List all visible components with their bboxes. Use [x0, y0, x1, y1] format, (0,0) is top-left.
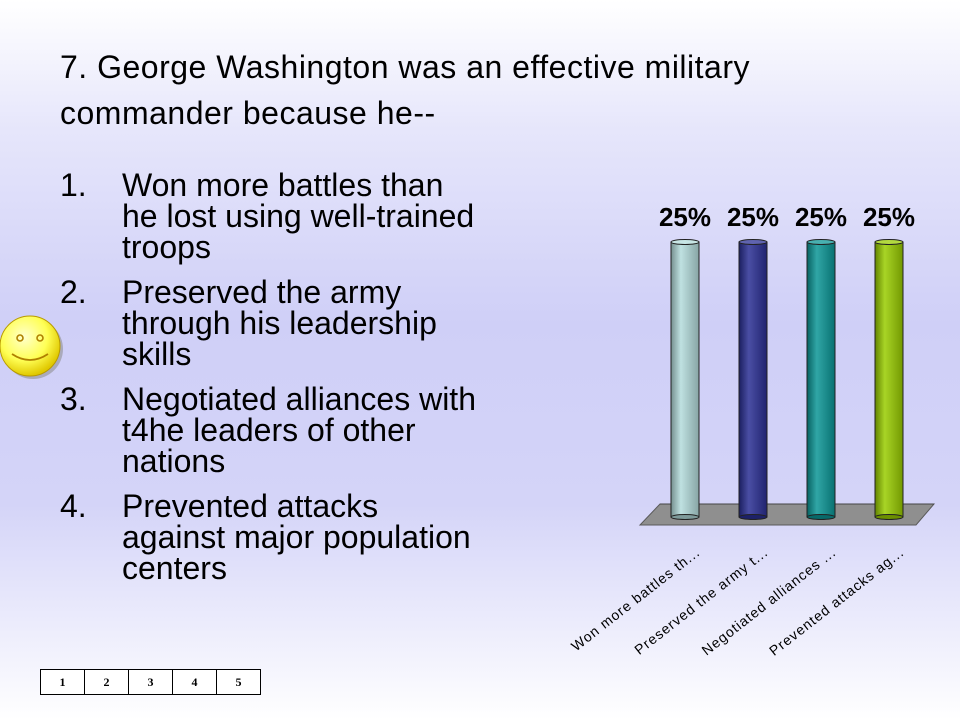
keypad-key-4[interactable]: 4 [173, 670, 217, 694]
results-chart: 25% 25% 25% 25% Won more battles th...Prese… [568, 202, 936, 659]
chart-bar-top-1 [670, 239, 700, 245]
chart-bar-top-4 [874, 239, 904, 245]
chart-bar-1 [670, 241, 700, 518]
answer-text: Prevented attacks against major populati… [122, 488, 471, 586]
chart-data-label-2: 25% [727, 202, 779, 232]
answer-option-3: 3. Negotiated alliances with t4he leaders… [60, 381, 480, 479]
answer-number: 2. [60, 274, 87, 310]
answer-option-2: 2. Preserved the army through his leaders… [60, 274, 480, 372]
keypad-key-1[interactable]: 1 [41, 670, 85, 694]
keypad-key-2[interactable]: 2 [85, 670, 129, 694]
question-title: 7. George Washington was an effective mi… [60, 49, 750, 131]
chart-data-label-3: 25% [795, 202, 847, 232]
chart-category-labels: Won more battles th...Preserved the army… [568, 544, 907, 659]
answer-option-1: 1. Won more battles than he lost using we… [60, 167, 480, 265]
answer-list: 1. Won more battles than he lost using we… [60, 167, 480, 598]
chart-data-label-1: 25% [659, 202, 711, 232]
smiley-face-icon [0, 315, 63, 379]
answer-text: Negotiated alliances with t4he leaders o… [122, 381, 476, 479]
answer-text: Won more battles than he lost using well… [122, 167, 475, 265]
chart-bar-base-2 [738, 514, 768, 520]
chart-category-label-2: Preserved the army t... [631, 544, 771, 658]
response-keypad: 1 2 3 4 5 [40, 669, 261, 695]
chart-bar-base-4 [874, 514, 904, 520]
chart-data-labels: 25% 25% 25% 25% [659, 202, 915, 232]
chart-category-label-3: Negotiated alliances ... [698, 544, 838, 659]
chart-bar-base-1 [670, 514, 700, 520]
chart-data-label-4: 25% [863, 202, 915, 232]
answer-text: Preserved the army through his leadershi… [122, 274, 437, 372]
chart-category-label-4: Prevented attacks ag... [766, 544, 907, 659]
chart-bar-3 [806, 241, 836, 518]
answer-number: 3. [60, 381, 87, 417]
chart-bar-top-2 [738, 239, 768, 245]
chart-bars [670, 239, 904, 520]
chart-bar-top-3 [806, 239, 836, 245]
answer-number: 4. [60, 488, 87, 524]
answer-number: 1. [60, 167, 87, 203]
chart-bar-base-3 [806, 514, 836, 520]
chart-category-label-1: Won more battles th... [568, 544, 703, 654]
answer-option-4: 4. Prevented attacks against major popula… [60, 488, 480, 586]
keypad-key-5[interactable]: 5 [235, 674, 242, 689]
keypad-key-3[interactable]: 3 [129, 670, 173, 694]
chart-bar-4 [874, 241, 904, 518]
chart-bar-2 [738, 241, 768, 518]
